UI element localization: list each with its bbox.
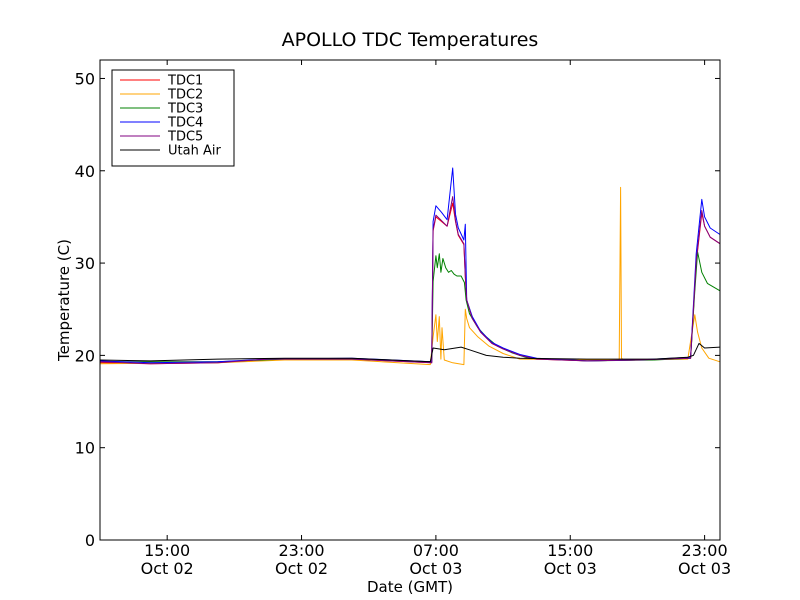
x-tick-label-time: 23:00 bbox=[278, 541, 324, 560]
legend-label-tdc2: TDC2 bbox=[167, 88, 203, 103]
x-tick-label-time: 15:00 bbox=[547, 541, 593, 560]
x-tick-label-date: Oct 02 bbox=[141, 559, 194, 578]
x-tick-label-date: Oct 03 bbox=[409, 559, 462, 578]
x-tick-label-time: 23:00 bbox=[682, 541, 728, 560]
legend-label-tdc1: TDC1 bbox=[167, 74, 203, 89]
series-group bbox=[99, 167, 721, 366]
y-tick-label: 40 bbox=[75, 162, 95, 181]
x-axis-label: Date (GMT) bbox=[367, 578, 453, 596]
series-line-tdc5 bbox=[99, 196, 721, 365]
y-tick-label: 0 bbox=[85, 531, 95, 550]
legend-label-tdc5: TDC5 bbox=[167, 130, 203, 145]
plot-frame bbox=[99, 59, 721, 541]
y-tick-label: 50 bbox=[75, 69, 95, 88]
y-axis: 0 10 20 30 40 50 bbox=[75, 69, 720, 550]
chart-title: APOLLO TDC Temperatures bbox=[282, 29, 539, 51]
x-tick-label-date: Oct 03 bbox=[544, 559, 597, 578]
x-tick-label-date: Oct 03 bbox=[678, 559, 731, 578]
legend-label-tdc4: TDC4 bbox=[167, 116, 203, 131]
x-tick-label-time: 15:00 bbox=[144, 541, 190, 560]
series-line-utah-air bbox=[99, 342, 721, 363]
y-axis-label: Temperature (C) bbox=[55, 239, 73, 362]
legend-label-tdc3: TDC3 bbox=[167, 102, 203, 117]
x-tick-label-date: Oct 02 bbox=[275, 559, 328, 578]
y-tick-label: 20 bbox=[75, 346, 95, 365]
series-line-tdc2 bbox=[99, 186, 721, 366]
y-tick-label: 30 bbox=[75, 254, 95, 273]
y-tick-label: 10 bbox=[75, 439, 95, 458]
legend-label-utah-air: Utah Air bbox=[168, 144, 221, 159]
x-tick-label-time: 07:00 bbox=[413, 541, 459, 560]
